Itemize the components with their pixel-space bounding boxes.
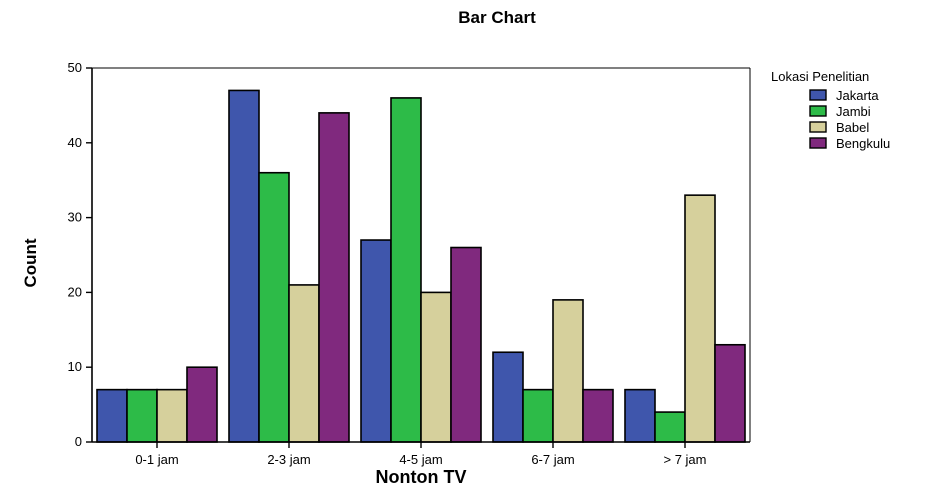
bar-bengkulu-3 <box>450 246 482 443</box>
bar-jambi-5 <box>654 411 686 443</box>
y-tick-label: 30 <box>68 210 82 225</box>
bar-jambi-4 <box>522 388 554 443</box>
bar-bengkulu-1 <box>186 366 218 443</box>
bar-jakarta-4 <box>492 351 524 443</box>
x-tick-label: 4-5 jam <box>399 452 442 467</box>
plot-area: 0 10 20 30 40 50 0-1 jam 2-3 jam 4-5 jam 6-7 jam >… <box>68 60 751 467</box>
bar-jambi-2 <box>258 171 290 443</box>
x-tick-label: 6-7 jam <box>531 452 574 467</box>
bar-jakarta-5 <box>624 388 656 443</box>
legend-title: Lokasi Penelitian <box>771 69 869 84</box>
y-tick-label: 40 <box>68 135 82 150</box>
bar-bengkulu-5 <box>714 343 746 443</box>
y-axis-title: Count <box>21 238 40 287</box>
legend: Lokasi Penelitian JakartaJambiBabelBengk… <box>771 69 890 151</box>
x-tick-label: > 7 jam <box>664 452 707 467</box>
legend-label-jakarta: Jakarta <box>836 88 879 103</box>
y-tick-label: 50 <box>68 60 82 75</box>
bar-bengkulu-2 <box>318 112 350 443</box>
chart-title: Bar Chart <box>458 8 536 27</box>
legend-swatch-jakarta <box>809 89 827 101</box>
legend-label-jambi: Jambi <box>836 104 871 119</box>
legend-label-babel: Babel <box>836 120 869 135</box>
bar-jakarta-3 <box>360 239 392 443</box>
legend-swatch-jambi <box>809 105 827 117</box>
bar-jakarta-2 <box>228 89 260 443</box>
y-tick-label: 0 <box>75 434 82 449</box>
bar-babel-3 <box>420 291 452 443</box>
bar-babel-4 <box>552 299 584 443</box>
y-tick-label: 20 <box>68 284 82 299</box>
x-tick-label: 2-3 jam <box>267 452 310 467</box>
y-tick-label: 10 <box>68 359 82 374</box>
legend-label-bengkulu: Bengkulu <box>836 136 890 151</box>
bar-babel-1 <box>156 388 188 443</box>
bar-babel-2 <box>288 284 320 443</box>
x-axis-title: Nonton TV <box>376 467 467 486</box>
legend-swatch-babel <box>809 121 827 133</box>
x-tick-label: 0-1 jam <box>135 452 178 467</box>
bar-jakarta-1 <box>96 388 128 443</box>
bar-babel-5 <box>684 194 716 443</box>
bar-jambi-3 <box>390 97 422 443</box>
legend-swatch-bengkulu <box>809 137 827 149</box>
bar-bengkulu-4 <box>582 388 614 443</box>
bar-jambi-1 <box>126 388 158 443</box>
